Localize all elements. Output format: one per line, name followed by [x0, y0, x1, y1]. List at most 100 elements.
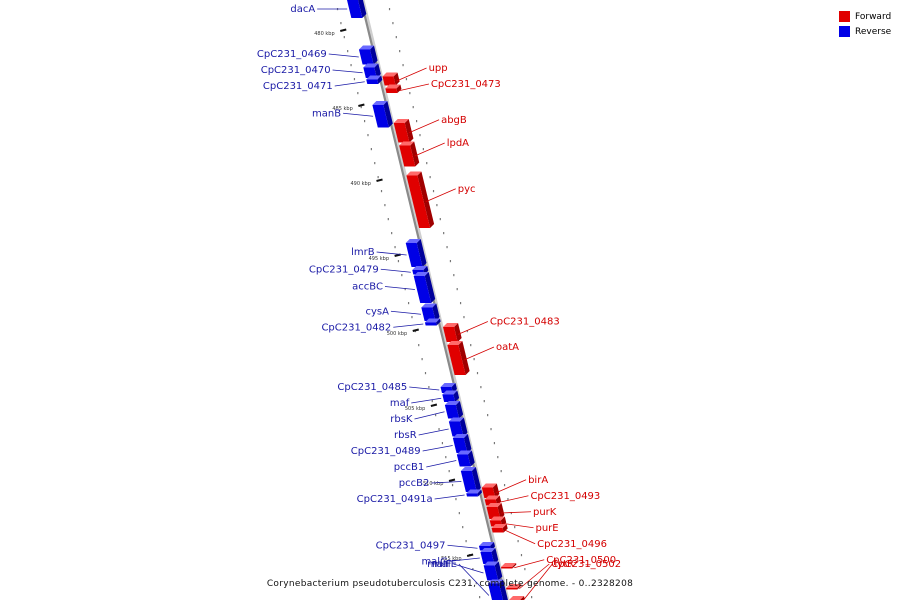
guide-dot — [395, 36, 397, 39]
gene-top — [393, 119, 409, 123]
gene-label: oatA — [496, 342, 519, 353]
guide-dot — [412, 106, 414, 109]
grid-dots — [336, 8, 533, 599]
guide-dot — [510, 512, 512, 515]
gene-side — [393, 72, 400, 86]
gene-top — [480, 548, 496, 552]
guide-dot — [404, 288, 406, 291]
legend-item-reverse: Reverse — [839, 24, 891, 39]
gene-leader-line — [411, 397, 442, 404]
gene-label: malF — [427, 559, 452, 570]
gene-arrow — [347, 0, 363, 18]
gene-label: malE — [432, 559, 457, 570]
guide-dot — [418, 344, 420, 347]
guide-dot — [487, 414, 489, 417]
guide-dot — [456, 288, 458, 291]
tick-label: 505 kbp — [405, 406, 425, 412]
guide-dot — [392, 22, 394, 25]
gene-leader-line — [503, 523, 534, 529]
gene-label: manB — [312, 108, 341, 119]
guide-dot — [340, 22, 342, 25]
gene-arrow — [506, 588, 518, 590]
gene-side — [497, 503, 505, 519]
gene-top — [489, 516, 505, 521]
guide-dot — [451, 484, 454, 487]
gene-arrow — [466, 493, 478, 497]
guide-dot — [377, 176, 379, 179]
guide-dot — [436, 204, 438, 207]
guide-dot — [353, 78, 356, 81]
scale-ticks: 480 kbp 485 kbp 490 kbp 495 kbp 500 kbp 505 k… — [314, 28, 474, 562]
guide-dot — [493, 442, 496, 445]
gene-side — [432, 303, 440, 321]
gene-leader-line — [414, 411, 445, 420]
gene-side — [424, 272, 436, 303]
gene-top — [483, 561, 499, 566]
gene-top — [448, 417, 464, 422]
gene-leader-line — [408, 119, 440, 134]
gene-leader-line — [390, 310, 421, 315]
guide-dot — [431, 400, 433, 403]
gene-arrow — [382, 76, 396, 86]
gene-arrow — [483, 565, 499, 581]
guide-dot — [527, 582, 529, 585]
guide-dot — [466, 330, 468, 333]
guide-dot — [531, 596, 533, 599]
gene-label: lpdA — [447, 138, 469, 149]
gene-side — [377, 75, 383, 84]
gene-label: malG — [421, 556, 447, 567]
guide-dot — [432, 190, 435, 193]
gene-arrow — [363, 67, 377, 78]
guide-dot — [391, 232, 393, 235]
guide-dot — [370, 148, 372, 151]
gene-label: maf — [390, 398, 410, 409]
gene-top — [506, 584, 522, 588]
gene-top — [406, 171, 422, 176]
gene-leader-line — [447, 544, 478, 549]
gene-side — [463, 434, 472, 453]
guide-dot — [441, 442, 444, 445]
guide-dot — [449, 260, 452, 263]
gene-side — [383, 101, 393, 128]
gene-arrow — [372, 105, 389, 128]
gene-label: CpC231_0493 — [530, 491, 600, 502]
gene-side — [410, 141, 420, 167]
gene-top — [444, 401, 460, 405]
gene-side — [455, 401, 464, 419]
guide-dot — [384, 204, 386, 207]
guide-dot — [429, 176, 431, 179]
gene-label: CpC231_0473 — [431, 79, 501, 90]
gene-side — [454, 323, 462, 342]
guide-dot — [347, 50, 349, 53]
gene-top — [481, 483, 497, 488]
gene-leader-line — [457, 321, 488, 335]
legend: Forward Reverse — [839, 9, 891, 39]
gene-top — [452, 434, 468, 438]
gene-arrow — [405, 243, 423, 267]
guide-dot — [497, 456, 499, 459]
tick-mark — [376, 178, 383, 182]
gene-label: CpC231_0491a — [357, 494, 433, 505]
gene-arrow — [486, 507, 501, 519]
guide-dot — [350, 64, 352, 67]
gene-arrow — [501, 567, 513, 569]
gene-label: abgB — [441, 115, 467, 126]
guide-dot — [472, 568, 474, 571]
tick-label: 495 kbp — [369, 256, 389, 262]
gene-side — [520, 596, 525, 600]
gene-label: CpC231_0485 — [337, 382, 407, 393]
axis-shadow — [360, 0, 510, 600]
guide-dot — [507, 498, 509, 501]
gene-arrow — [442, 394, 456, 402]
gene-top — [372, 101, 388, 105]
gene-leader-line — [434, 494, 465, 500]
guide-dot — [517, 540, 519, 543]
gene-top — [447, 341, 463, 345]
guide-dot — [490, 428, 492, 431]
guide-dot — [439, 218, 441, 221]
gene-leader-line — [425, 188, 456, 203]
gene-leader-line — [384, 286, 416, 290]
gene-leader-line — [332, 69, 363, 74]
gene-leader-line — [495, 479, 527, 494]
